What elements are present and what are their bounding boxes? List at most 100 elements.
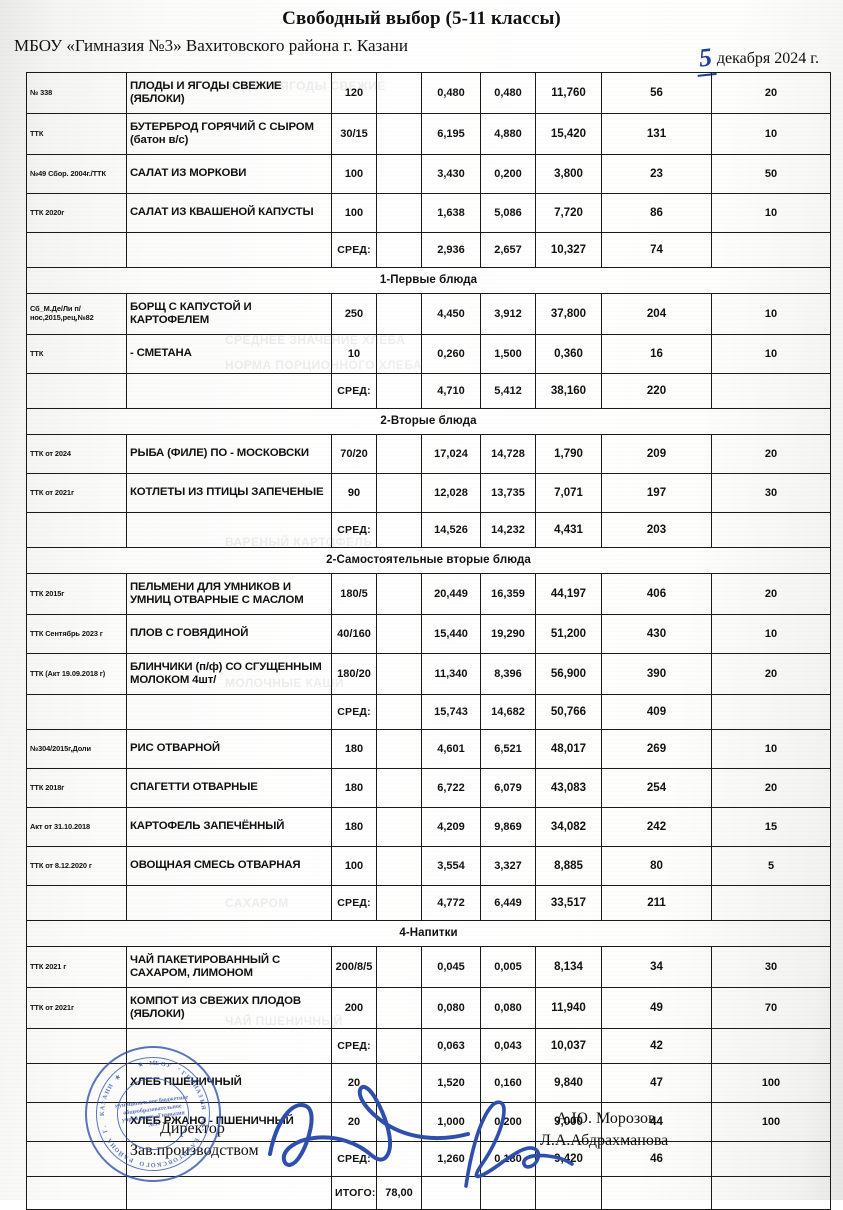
cell-portion-size: 250 [331, 293, 377, 335]
cell-recipe-code: №49 Сбор. 2004г./ТТК [26, 154, 127, 194]
cell-protein: 3,430 [421, 154, 481, 194]
cell-carbohydrate: 48,017 [535, 729, 602, 769]
name-director-label: А.Ю. Морозов [556, 1110, 656, 1127]
cell-protein-average: 2,936 [421, 232, 481, 268]
cell-calories-average: 220 [601, 373, 712, 409]
cell-protein: 11,340 [421, 653, 481, 695]
table-row: ТТК - СМЕТАНА 10 0,260 1,500 0,360 16 10 [26, 334, 831, 374]
cell-portion-size: 200 [331, 987, 377, 1029]
section-header-label: 2-Самостоятельные вторые блюда [26, 547, 831, 574]
cell-carbohydrate: 15,420 [535, 113, 602, 155]
cell-price: 100 [711, 1102, 831, 1142]
cell-spacer [376, 293, 422, 335]
section-header-label: 2-Вторые блюда [26, 408, 831, 435]
cell-recipe-code [26, 1063, 127, 1103]
cell-spacer [376, 946, 422, 988]
average-label: СРЕД: [331, 512, 377, 548]
cell-price: 15 [711, 807, 831, 847]
cell-calories-average: 211 [601, 885, 712, 921]
cell-dish-name: ПЕЛЬМЕНИ ДЛЯ УМНИКОВ И УМНИЦ ОТВАРНЫЕ С … [126, 573, 332, 615]
cell-dish-name [126, 885, 332, 921]
table-row: ТТК (Акт 19.09.2018 г) БЛИНЧИКИ (п/ф) СО … [26, 653, 831, 695]
cell-price: 100 [711, 1063, 831, 1103]
table-row: ХЛЕБ ПШЕНИЧНЫЙ 20 1,520 0,160 9,840 47 100 [26, 1063, 831, 1103]
cell-calories: 47 [601, 1063, 712, 1103]
cell-recipe-code: ТТК (Акт 19.09.2018 г) [26, 653, 127, 695]
cell-spacer [376, 434, 422, 474]
menu-table-body: № 338 ПЛОДЫ И ЯГОДЫ СВЕЖИЕ (ЯБЛОКИ) 120 0,4… [26, 72, 831, 1210]
page-title: Свободный выбор (5-11 классы) [282, 8, 561, 29]
cell-calories: 56 [601, 72, 712, 114]
cell-protein: 12,028 [421, 473, 481, 513]
cell-price-average [711, 694, 831, 730]
section-header-label: 1-Первые блюда [26, 267, 831, 294]
cell-fat: 0,200 [480, 154, 536, 194]
cell-recipe-code: ТТК Сентябрь 2023 г [26, 614, 127, 654]
cell-spacer [376, 154, 422, 194]
cell-fat: 5,086 [480, 193, 536, 233]
cell-recipe-code: Акт от 31.10.2018 [26, 807, 127, 847]
cell-fat: 6,079 [480, 768, 536, 808]
cell-calories: 49 [601, 987, 712, 1029]
cell-fat-average: 5,412 [480, 373, 536, 409]
cell-dish-name: САЛАТ ИЗ МОРКОВИ [126, 154, 332, 194]
cell-price: 70 [711, 987, 831, 1029]
cell-carbohydrate: 1,790 [535, 434, 602, 474]
cell-spacer [376, 232, 422, 268]
section-header-row: 2-Вторые блюда [26, 408, 831, 435]
cell-fat: 0,005 [480, 946, 536, 988]
cell-price: 10 [711, 193, 831, 233]
cell-dish-name: - СМЕТАНА [126, 334, 332, 374]
cell-carbohydrate-average: 4,431 [535, 512, 602, 548]
average-label: СРЕД: [331, 694, 377, 730]
table-row: № 338 ПЛОДЫ И ЯГОДЫ СВЕЖИЕ (ЯБЛОКИ) 120 0,4… [26, 72, 831, 114]
cell-fat: 6,521 [480, 729, 536, 769]
cell-portion-size: 100 [331, 193, 377, 233]
cell-recipe-code [26, 1028, 127, 1064]
cell-protein: 0,260 [421, 334, 481, 374]
cell-protein: 0,480 [421, 72, 481, 114]
cell-fat: 19,290 [480, 614, 536, 654]
cell-portion-size: 180 [331, 768, 377, 808]
table-row: ТТК 2020г САЛАТ ИЗ КВАШЕНОЙ КАПУСТЫ 100 1,6… [26, 193, 831, 233]
cell-fat-average: 14,232 [480, 512, 536, 548]
cell-price-average [711, 373, 831, 409]
cell-portion-size: 90 [331, 473, 377, 513]
cell-carbohydrate: 37,800 [535, 293, 602, 335]
cell-price: 10 [711, 334, 831, 374]
cell-carbohydrate: 8,134 [535, 946, 602, 988]
cell-spacer [376, 113, 422, 155]
cell-recipe-code: ТТК от 2024 [26, 434, 127, 474]
cell-protein: 20,449 [421, 573, 481, 615]
cell-calories: 34 [601, 946, 712, 988]
cell-dish-name [126, 694, 332, 730]
cell-recipe-code: ТТК от 8.12.2020 г [26, 846, 127, 886]
cell-recipe-code [26, 694, 127, 730]
cell-calories: 131 [601, 113, 712, 155]
cell-dish-name: СПАГЕТТИ ОТВАРНЫЕ [126, 768, 332, 808]
cell-price: 30 [711, 946, 831, 988]
cell-protein: 4,209 [421, 807, 481, 847]
cell-recipe-code: ТТК [26, 334, 127, 374]
table-row: ТТК от 2021г КОМПОТ ИЗ СВЕЖИХ ПЛОДОВ (ЯБЛ… [26, 987, 831, 1029]
cell-price: 10 [711, 293, 831, 335]
menu-table: № 338 ПЛОДЫ И ЯГОДЫ СВЕЖИЕ (ЯБЛОКИ) 120 0,4… [26, 72, 831, 1210]
cell-recipe-code [26, 512, 127, 548]
cell-fat: 0,480 [480, 72, 536, 114]
cell-price: 10 [711, 614, 831, 654]
organization-line: МБОУ «Гимназия №3» Вахитовского района г… [14, 36, 408, 55]
table-row: №49 Сбор. 2004г./ТТК САЛАТ ИЗ МОРКОВИ 100 3… [26, 154, 831, 194]
cell-calories: 269 [601, 729, 712, 769]
cell-recipe-code: ТТК от 2021г [26, 987, 127, 1029]
role-production-label: Зав.производством [130, 1142, 259, 1159]
cell-fat: 1,500 [480, 334, 536, 374]
cell-carbohydrate-average: 33,517 [535, 885, 602, 921]
cell-spacer [376, 473, 422, 513]
cell-dish-name: КОТЛЕТЫ ИЗ ПТИЦЫ ЗАПЕЧЕНЫЕ [126, 473, 332, 513]
section-header-row: 4-Напитки [26, 920, 831, 947]
cell-portion-size: 100 [331, 846, 377, 886]
cell-portion-size: 100 [331, 154, 377, 194]
cell-dish-name: САЛАТ ИЗ КВАШЕНОЙ КАПУСТЫ [126, 193, 332, 233]
cell-dish-name [126, 512, 332, 548]
document-date: 5 декабря 2024 г. [694, 40, 819, 77]
